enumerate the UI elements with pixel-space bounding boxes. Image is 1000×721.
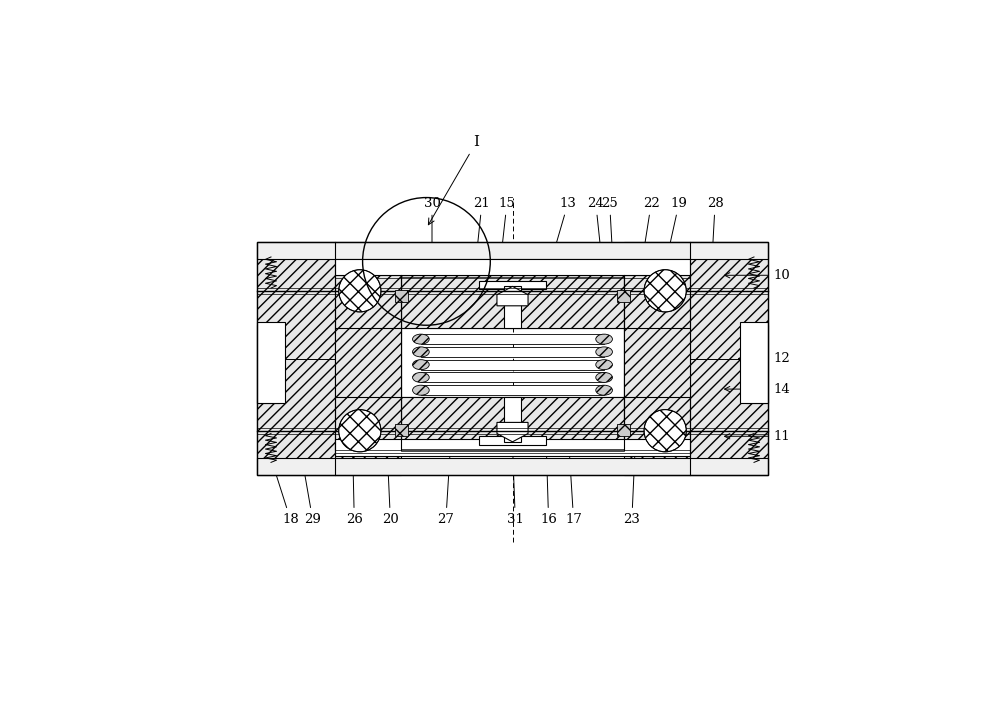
Text: 12: 12 — [738, 352, 790, 365]
Text: 19: 19 — [667, 197, 687, 249]
Bar — [395, 424, 408, 436]
Bar — [401, 397, 624, 450]
Text: 23: 23 — [623, 402, 640, 526]
Ellipse shape — [596, 334, 612, 344]
Text: I: I — [428, 135, 479, 225]
Bar — [335, 328, 401, 397]
Ellipse shape — [413, 347, 429, 357]
Ellipse shape — [596, 347, 612, 357]
Bar — [257, 242, 335, 475]
Bar — [257, 358, 335, 475]
Ellipse shape — [413, 360, 429, 370]
Bar — [617, 424, 630, 436]
Circle shape — [644, 410, 686, 452]
Bar — [624, 397, 690, 450]
Bar — [401, 275, 624, 328]
Text: 24: 24 — [587, 197, 604, 252]
Bar — [257, 242, 335, 358]
Bar — [421, 360, 604, 370]
Bar — [395, 290, 408, 302]
Circle shape — [339, 410, 381, 452]
Bar — [335, 242, 401, 475]
Text: 10: 10 — [725, 269, 790, 282]
Bar — [421, 373, 604, 382]
Bar — [479, 280, 546, 289]
Bar — [257, 242, 768, 259]
Text: 20: 20 — [382, 402, 399, 526]
Bar — [504, 397, 521, 442]
Text: 15: 15 — [499, 197, 515, 249]
Bar — [335, 275, 401, 328]
Polygon shape — [497, 423, 528, 442]
Bar — [740, 322, 768, 403]
Text: 25: 25 — [601, 197, 618, 249]
Text: 27: 27 — [437, 435, 454, 526]
Bar — [257, 459, 768, 475]
Bar — [335, 397, 401, 450]
Text: 31: 31 — [507, 448, 524, 526]
Text: 11: 11 — [725, 430, 790, 443]
Ellipse shape — [596, 360, 612, 370]
Bar — [690, 242, 768, 475]
Bar — [421, 385, 604, 395]
Bar — [257, 242, 768, 475]
Bar — [257, 325, 279, 403]
Bar — [421, 347, 604, 357]
Bar — [617, 290, 630, 302]
Ellipse shape — [596, 385, 612, 395]
Text: 30: 30 — [424, 197, 440, 255]
Bar — [624, 328, 690, 397]
Circle shape — [339, 270, 381, 312]
Text: 26: 26 — [346, 402, 363, 526]
Text: 17: 17 — [565, 435, 582, 526]
Ellipse shape — [596, 373, 612, 382]
Bar — [504, 286, 521, 328]
Polygon shape — [497, 286, 528, 306]
Bar — [690, 242, 768, 358]
Bar — [335, 439, 690, 456]
Bar — [624, 293, 690, 425]
Ellipse shape — [413, 373, 429, 382]
Bar — [479, 436, 546, 445]
Circle shape — [644, 270, 686, 312]
Bar — [421, 334, 604, 344]
Bar — [335, 259, 690, 275]
Bar — [335, 293, 401, 425]
Bar — [746, 325, 768, 403]
Text: 28: 28 — [707, 197, 724, 249]
Text: 16: 16 — [540, 435, 557, 526]
Text: 22: 22 — [642, 197, 660, 252]
Text: 29: 29 — [301, 459, 321, 526]
Text: 21: 21 — [474, 197, 490, 252]
Bar — [257, 322, 285, 403]
Bar — [690, 358, 768, 475]
Text: 18: 18 — [271, 462, 299, 526]
Text: 14: 14 — [725, 383, 790, 396]
Ellipse shape — [413, 334, 429, 344]
Bar — [401, 328, 624, 397]
Ellipse shape — [413, 385, 429, 395]
Bar — [624, 275, 690, 328]
Bar — [624, 242, 690, 475]
Text: 13: 13 — [549, 197, 576, 266]
